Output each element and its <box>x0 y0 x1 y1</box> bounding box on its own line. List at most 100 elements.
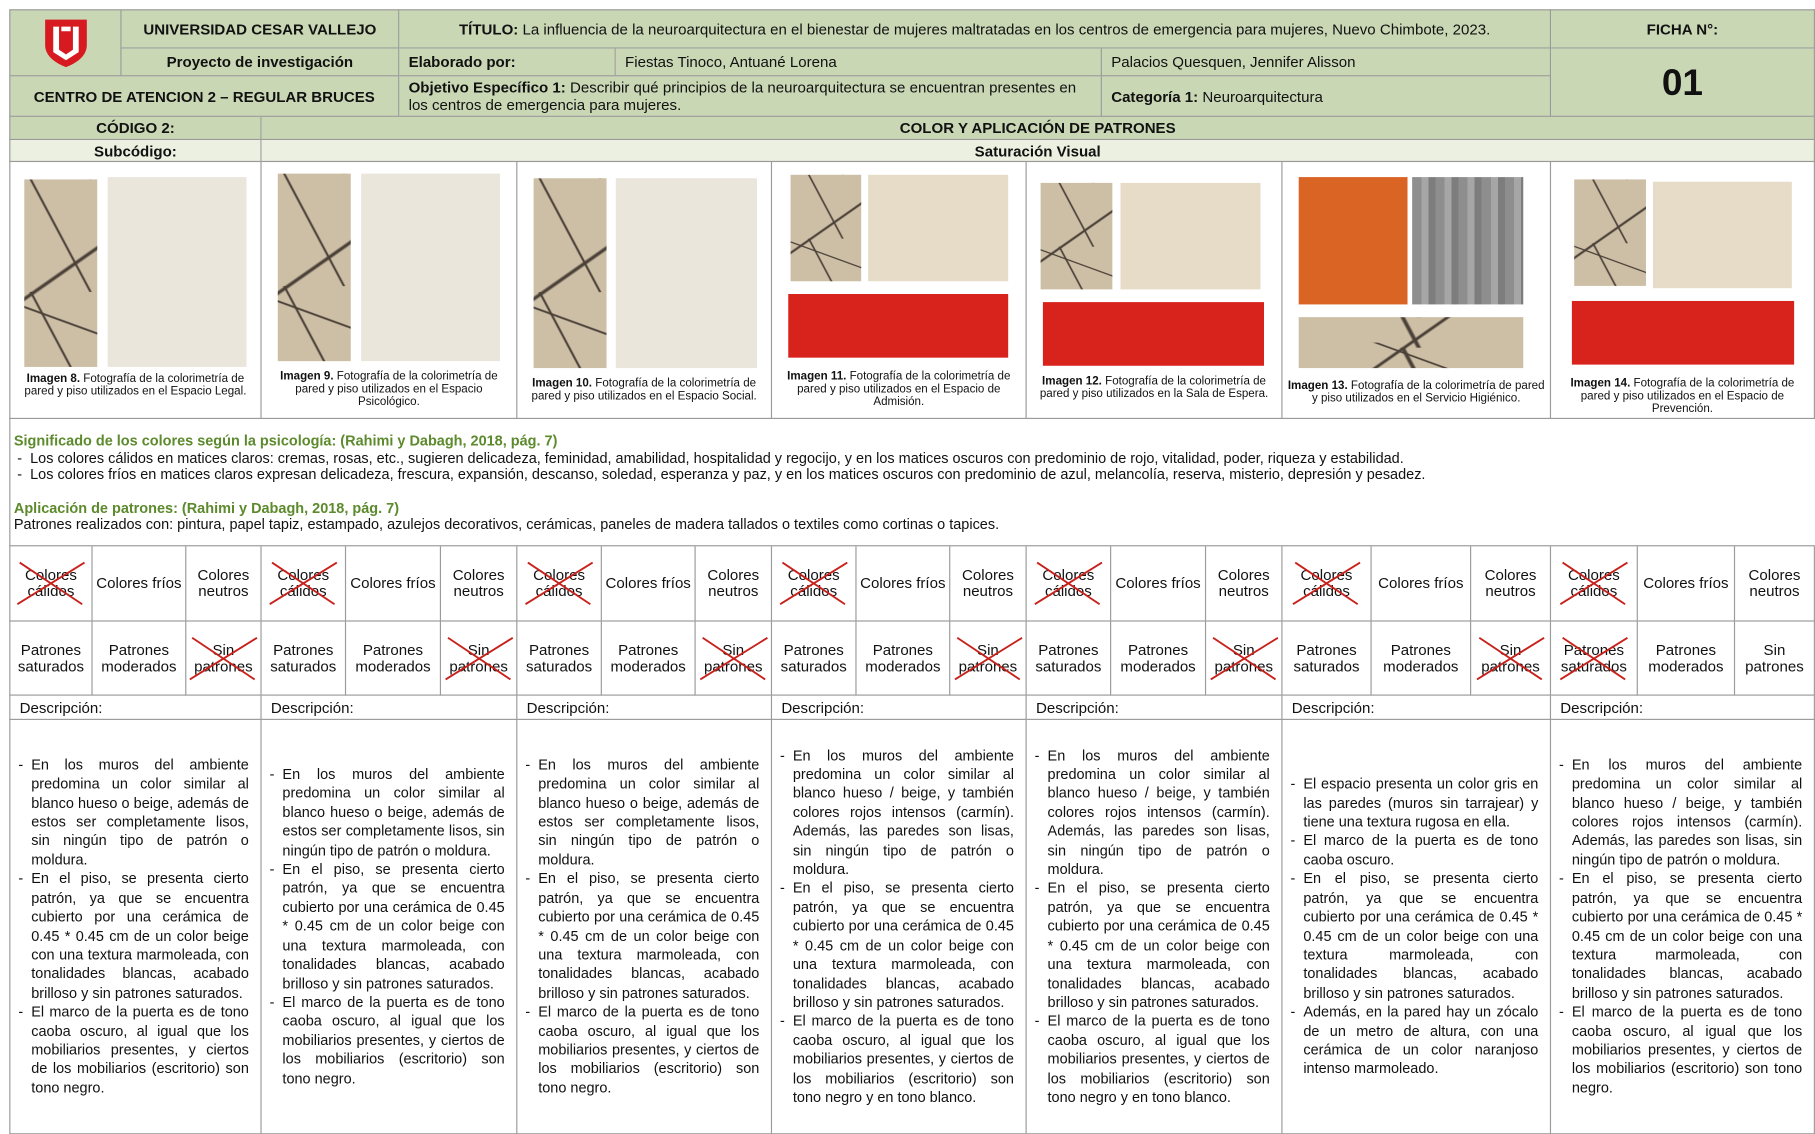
description-item: En los muros del ambiente predomina un c… <box>282 765 504 860</box>
photo <box>107 177 247 367</box>
cross-mark <box>269 561 338 606</box>
cross-line <box>1478 636 1543 680</box>
option: Patrones saturados <box>10 641 91 674</box>
code-label-text: CÓDIGO 2: <box>96 119 175 137</box>
option-label: Colores fríos <box>350 574 436 592</box>
option-cell: Sin patrones <box>950 621 1027 696</box>
option: Colores fríos <box>606 575 691 591</box>
option: Colores fríos <box>350 575 435 591</box>
option-cell: Colores neutros <box>950 546 1027 622</box>
option: Colores cálidos <box>517 567 600 599</box>
option-cell: Colores neutros <box>1471 546 1552 622</box>
psychology-item: Los colores fríos en matices claros expr… <box>30 466 1811 483</box>
description: En los muros del ambiente predomina un c… <box>9 719 262 1134</box>
description-item: En el piso, se presenta cierto patrón, y… <box>282 860 504 993</box>
caption-label: Imagen 11. <box>787 370 847 384</box>
caption-text: Fotografía de la colorimetría de pared y… <box>1311 379 1545 406</box>
description-label-text: Descripción: <box>1560 698 1644 716</box>
option-cell: Patrones moderados <box>1637 621 1736 696</box>
option-label: Patrones moderados <box>1120 640 1196 675</box>
option-label: Patrones moderados <box>1383 640 1459 675</box>
title-label: TÍTULO: <box>458 20 519 38</box>
logo <box>44 19 87 68</box>
option-label: Colores neutros <box>1748 566 1801 600</box>
cross-line <box>271 561 336 605</box>
option: Colores neutros <box>441 567 516 599</box>
cross-mark <box>1559 636 1628 680</box>
option-cell: Patrones moderados <box>856 621 951 696</box>
option-label: Colores neutros <box>1217 566 1270 600</box>
image-cell: Imagen 12. Fotografía de la colorimetría… <box>1026 162 1283 420</box>
subcode-label-text: Subcódigo: <box>94 141 177 160</box>
caption-label: Imagen 8. <box>26 372 81 386</box>
author: Palacios Quesquen, Jennifer Alisson <box>1101 48 1552 77</box>
caption: Imagen 8. Fotografía de la colorimetría … <box>15 373 256 398</box>
option-label: Sin patrones <box>1745 640 1804 675</box>
description-item: El marco de la puerta es de tono caoba o… <box>538 1003 759 1098</box>
cross-line <box>191 636 256 680</box>
description: En los muros del ambiente predomina un c… <box>517 719 773 1134</box>
photo <box>1120 182 1261 290</box>
option-cell: Colores cálidos <box>9 546 93 622</box>
description-label: Descripción: <box>1026 695 1283 720</box>
option-cell: Sin patrones <box>441 621 518 696</box>
cross-line <box>1294 561 1359 605</box>
option-label: Colores cálidos <box>1042 566 1095 600</box>
option-cell: Colores fríos <box>346 546 442 622</box>
subheading: Saturación Visual <box>261 140 1815 163</box>
description: En los muros del ambiente predomina un c… <box>1551 719 1815 1134</box>
description-item: En el piso, se presenta cierto patrón, y… <box>538 870 759 1003</box>
cross-mark <box>1034 561 1103 606</box>
elaborated-label: Elaborado por: <box>399 48 616 77</box>
option: Patrones saturados <box>1283 640 1371 675</box>
caption-label: Imagen 10. <box>532 377 593 391</box>
option-label: Patrones moderados <box>610 640 686 675</box>
subheading-text: Saturación Visual <box>974 141 1101 160</box>
ficha-number-text: 01 <box>1661 60 1704 103</box>
option-label: Colores cálidos <box>1300 566 1353 600</box>
caption-text: Fotografía de la colorimetría de pared y… <box>295 370 498 409</box>
caption-label: Imagen 14. <box>1570 377 1631 391</box>
option-cell: Patrones saturados <box>1026 621 1112 696</box>
ficha-label: FICHA N°: <box>1551 9 1815 49</box>
image-cell: Imagen 14. Fotografía de la colorimetría… <box>1551 162 1815 420</box>
subcode-label: Subcódigo: <box>9 140 262 163</box>
option-cell: Colores cálidos <box>1282 546 1372 622</box>
option-cell: Patrones saturados <box>1282 621 1372 696</box>
caption-text: Fotografía de la colorimetría de pared y… <box>1580 377 1795 416</box>
description-item: En el piso, se presenta cierto patrón, y… <box>31 870 249 1003</box>
center: CENTRO DE ATENCION 2 – REGULAR BRUCES <box>9 76 400 117</box>
photo <box>24 179 98 367</box>
description-list: En los muros del ambiente predomina un c… <box>269 765 504 1088</box>
option-label: Patrones saturados <box>1035 640 1102 675</box>
option: Patrones moderados <box>346 641 440 674</box>
image-cell: Imagen 11. Fotografía de la colorimetría… <box>772 162 1027 420</box>
objective-cell: Objetivo Específico 1: Describir qué pri… <box>399 76 1102 117</box>
image-cell: Imagen 8. Fotografía de la colorimetría … <box>9 162 262 420</box>
image-cell: Imagen 9. Fotografía de la colorimetría … <box>261 162 518 420</box>
option-cell: Patrones moderados <box>346 621 442 696</box>
cross-mark <box>525 561 594 606</box>
description-item: El marco de la puerta es de tono caoba o… <box>31 1003 249 1098</box>
option: Patrones moderados <box>1372 640 1470 675</box>
description-label: Descripción: <box>1282 695 1552 720</box>
cross-line <box>1562 636 1626 680</box>
cross-mark <box>1209 636 1278 680</box>
psychology-item: Los colores cálidos en matices claros: c… <box>30 450 1811 467</box>
description: El espacio presenta un color gris en las… <box>1282 719 1552 1134</box>
option-label: Colores neutros <box>707 566 760 600</box>
cross-line <box>527 561 591 605</box>
description-item: En los muros del ambiente predomina un c… <box>1048 746 1270 879</box>
option-cell: Patrones saturados <box>517 621 602 696</box>
caption: Imagen 13. Fotografía de la colorimetría… <box>1287 380 1545 405</box>
cross-mark <box>779 561 848 606</box>
photo <box>788 294 1009 358</box>
option-label: Patrones saturados <box>1293 640 1360 675</box>
caption-label: Imagen 9. <box>280 370 334 384</box>
photo <box>277 173 351 362</box>
section-heading: COLOR Y APLICACIÓN DE PATRONES <box>261 116 1815 141</box>
option-cell: Sin patrones <box>695 621 773 696</box>
cross-line <box>956 636 1020 680</box>
option: Patrones moderados <box>1111 640 1205 675</box>
